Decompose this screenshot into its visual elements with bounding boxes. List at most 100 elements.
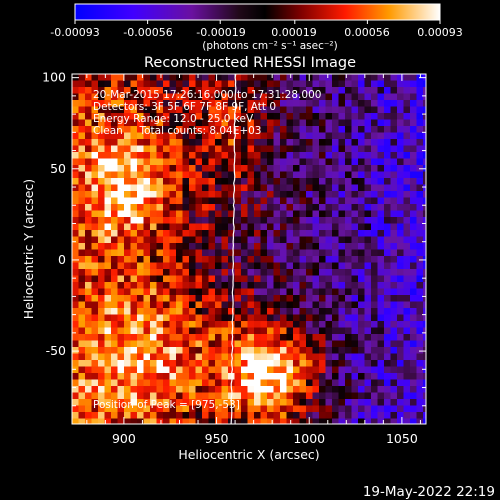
heatmap-cell: [384, 204, 391, 211]
heatmap-cell: [104, 288, 112, 296]
heatmap-cell: [234, 340, 242, 348]
heatmap-cell: [195, 308, 203, 315]
heatmap-cell: [267, 145, 274, 153]
heatmap-cell: [156, 373, 164, 380]
heatmap-cell: [215, 204, 222, 211]
heatmap-cell: [306, 301, 313, 309]
heatmap-cell: [234, 106, 242, 114]
heatmap-cell: [156, 197, 164, 205]
heatmap-cell: [364, 184, 372, 192]
heatmap-cell: [273, 412, 281, 419]
heatmap-cell: [221, 295, 229, 302]
heatmap-cell: [423, 373, 426, 380]
heatmap-cell: [319, 321, 326, 328]
heatmap-cell: [384, 269, 391, 276]
heatmap-cell: [91, 405, 99, 413]
heatmap-cell: [299, 204, 307, 211]
heatmap-cell: [208, 139, 216, 146]
heatmap-cell: [241, 106, 248, 114]
heatmap-cell: [423, 249, 426, 257]
heatmap-cell: [260, 204, 268, 211]
heatmap-cell: [286, 347, 294, 354]
heatmap-cell: [124, 230, 131, 237]
heatmap-cell: [312, 223, 320, 231]
heatmap-cell: [384, 314, 391, 322]
heatmap-cell: [143, 217, 151, 224]
heatmap-cell: [78, 197, 86, 205]
heatmap-cell: [111, 119, 118, 127]
heatmap-cell: [403, 171, 411, 179]
heatmap-cell: [260, 223, 268, 231]
heatmap-cell: [117, 308, 125, 315]
heatmap-cell: [410, 178, 417, 185]
heatmap-cell: [273, 230, 281, 237]
annotation-energy-range: Energy Range: 12.0 - 25.0 keV: [93, 113, 254, 125]
heatmap-cell: [423, 106, 426, 114]
heatmap-cell: [280, 314, 287, 322]
heatmap-cell: [150, 288, 157, 296]
heatmap-cell: [267, 119, 274, 127]
heatmap-cell: [286, 191, 294, 198]
heatmap-cell: [143, 87, 151, 94]
heatmap-cell: [390, 171, 398, 179]
heatmap-cell: [364, 314, 372, 322]
heatmap-cell: [423, 80, 426, 88]
heatmap-cell: [338, 249, 346, 257]
heatmap-cell: [397, 80, 404, 88]
heatmap-cell: [150, 256, 157, 263]
heatmap-cell: [156, 158, 164, 166]
heatmap-cell: [124, 113, 131, 120]
heatmap-cell: [150, 275, 157, 283]
heatmap-cell: [182, 145, 190, 153]
heatmap-cell: [351, 119, 359, 127]
heatmap-cell: [410, 191, 417, 198]
heatmap-cell: [202, 74, 209, 81]
heatmap-cell: [319, 295, 326, 302]
heatmap-cell: [169, 314, 177, 322]
heatmap-cell: [312, 405, 320, 413]
heatmap-cell: [299, 295, 307, 302]
heatmap-cell: [332, 301, 339, 309]
heatmap-cell: [130, 353, 138, 361]
heatmap-cell: [195, 327, 203, 335]
heatmap-cell: [319, 145, 326, 153]
heatmap-cell: [299, 119, 307, 127]
heatmap-cell: [221, 93, 229, 101]
heatmap-cell: [241, 236, 248, 244]
heatmap-cell: [312, 100, 320, 107]
heatmap-cell: [260, 249, 268, 257]
heatmap-cell: [267, 113, 274, 120]
heatmap-cell: [85, 87, 92, 94]
heatmap-cell: [390, 236, 398, 244]
heatmap-cell: [364, 236, 372, 244]
heatmap-cell: [247, 210, 255, 218]
heatmap-cell: [312, 152, 320, 159]
heatmap-cell: [358, 100, 365, 107]
heatmap-cell: [254, 366, 261, 374]
heatmap-cell: [202, 327, 209, 335]
heatmap-cell: [169, 373, 177, 380]
heatmap-cell: [267, 379, 274, 387]
heatmap-cell: [351, 412, 359, 419]
heatmap-cell: [234, 269, 242, 276]
heatmap-cell: [371, 269, 378, 276]
heatmap-cell: [124, 321, 131, 328]
heatmap-cell: [410, 386, 417, 393]
heatmap-cell: [254, 158, 261, 166]
heatmap-cell: [332, 100, 339, 107]
heatmap-cell: [156, 165, 164, 172]
heatmap-cell: [358, 288, 365, 296]
heatmap-cell: [403, 334, 411, 341]
heatmap-cell: [130, 184, 138, 192]
heatmap-cell: [202, 256, 209, 263]
heatmap-cell: [182, 282, 190, 289]
heatmap-cell: [111, 340, 118, 348]
heatmap-cell: [215, 165, 222, 172]
heatmap-cell: [117, 210, 125, 218]
heatmap-cell: [182, 275, 190, 283]
heatmap-cell: [182, 80, 190, 88]
heatmap-cell: [247, 158, 255, 166]
heatmap-cell: [156, 230, 164, 237]
heatmap-cell: [202, 145, 209, 153]
heatmap-cell: [254, 197, 261, 205]
